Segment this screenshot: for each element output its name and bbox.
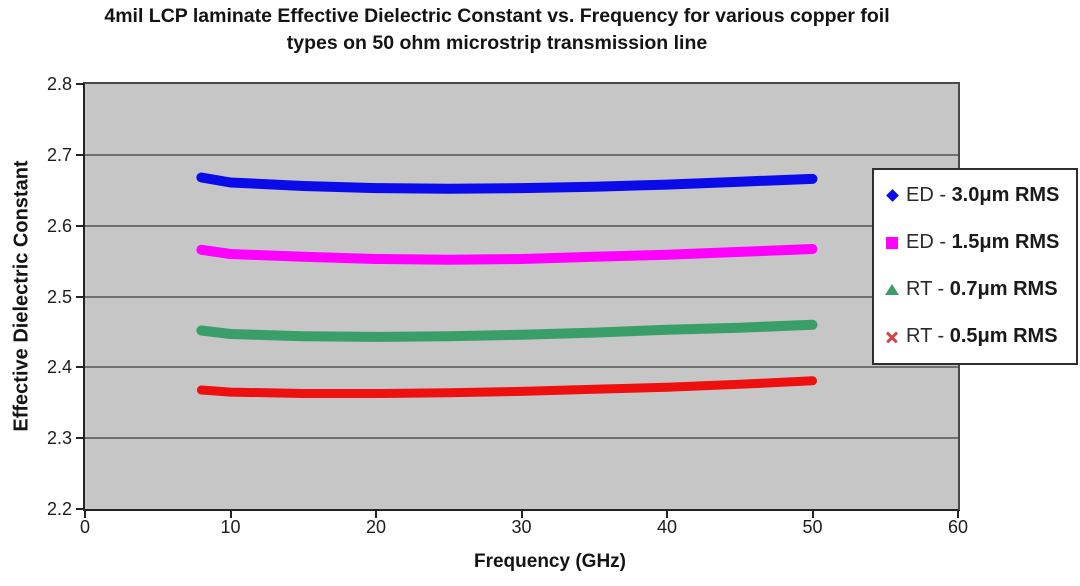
legend-item-prefix: ED - — [906, 231, 952, 253]
legend-item: RT - 0.7μm RMS — [874, 266, 1076, 313]
x-tick-label: 50 — [802, 517, 823, 537]
gridline — [85, 153, 958, 156]
legend-item-prefix: RT - — [906, 325, 950, 347]
legend-item: ED - 3.0μm RMS — [874, 172, 1076, 219]
chart-title-line2: types on 50 ohm microstrip transmission … — [286, 32, 708, 54]
legend-item: RT - 0.5μm RMS — [874, 313, 1076, 360]
chart-title-line1: 4mil LCP laminate Effective Dielectric C… — [104, 5, 890, 27]
x-tick-label: 10 — [220, 517, 241, 537]
x-tick-label: 30 — [511, 517, 532, 537]
legend-box: ED - 3.0μm RMS ED - 1.5μm RMS RT - 0.7μm R… — [872, 168, 1078, 365]
y-tick-mark — [76, 437, 85, 440]
y-tick-mark — [76, 295, 85, 298]
gridline — [85, 295, 958, 298]
y-tick-mark — [76, 224, 85, 227]
y-tick-label: 2.4 — [46, 357, 72, 378]
square-marker-icon — [883, 234, 901, 252]
legend-item-value: 0.5μm RMS — [949, 325, 1058, 347]
legend-item-value: 0.7μm RMS — [949, 278, 1058, 300]
y-tick-label: 2.2 — [46, 499, 72, 519]
chart-title: 4mil LCP laminate Effective Dielectric C… — [0, 3, 994, 57]
plot-area — [83, 82, 960, 511]
y-tick-mark — [76, 83, 85, 85]
gridline — [85, 366, 958, 369]
legend-item-prefix: ED - — [906, 184, 952, 206]
x-tick-mark — [811, 511, 814, 518]
curves-layer — [196, 172, 818, 398]
series-line-rt-0.5um — [196, 376, 817, 398]
x-tick-label: 20 — [365, 517, 387, 537]
diamond-marker-icon — [883, 187, 901, 205]
series-line-ed-3.0um — [196, 172, 818, 194]
legend-item-value: 3.0μm RMS — [951, 184, 1060, 206]
y-tick-label: 2.3 — [46, 428, 72, 449]
legend-item-prefix: RT - — [906, 278, 950, 300]
x-tick-mark — [957, 511, 959, 518]
x-tick-mark — [666, 511, 668, 518]
gridline — [85, 437, 958, 440]
series-line-rt-0.7um — [196, 319, 818, 342]
y-tick-mark — [76, 366, 85, 369]
x-tick-label: 60 — [947, 517, 969, 537]
x-axis-label: Frequency (GHz) — [473, 551, 627, 572]
x-tick-mark — [520, 511, 523, 518]
gridline — [85, 224, 958, 227]
y-tick-label: 2.6 — [46, 215, 72, 236]
y-tick-mark — [76, 508, 85, 510]
legend-item: ED - 1.5μm RMS — [874, 219, 1076, 266]
y-tick-label: 2.5 — [46, 286, 72, 307]
y-tick-label: 2.8 — [46, 74, 72, 94]
y-tick-label: 2.7 — [46, 144, 72, 165]
y-tick-mark — [76, 153, 85, 156]
x-tick-mark — [84, 511, 86, 518]
x-tick-label: 0 — [79, 517, 90, 537]
series-line-ed-1.5um — [196, 244, 818, 265]
x-tick-label: 40 — [656, 517, 678, 537]
triangle-marker-icon — [883, 281, 901, 299]
legend-item-value: 1.5μm RMS — [951, 231, 1060, 253]
x-marker-icon — [883, 328, 901, 346]
x-tick-mark — [229, 511, 232, 518]
x-tick-mark — [375, 511, 377, 518]
